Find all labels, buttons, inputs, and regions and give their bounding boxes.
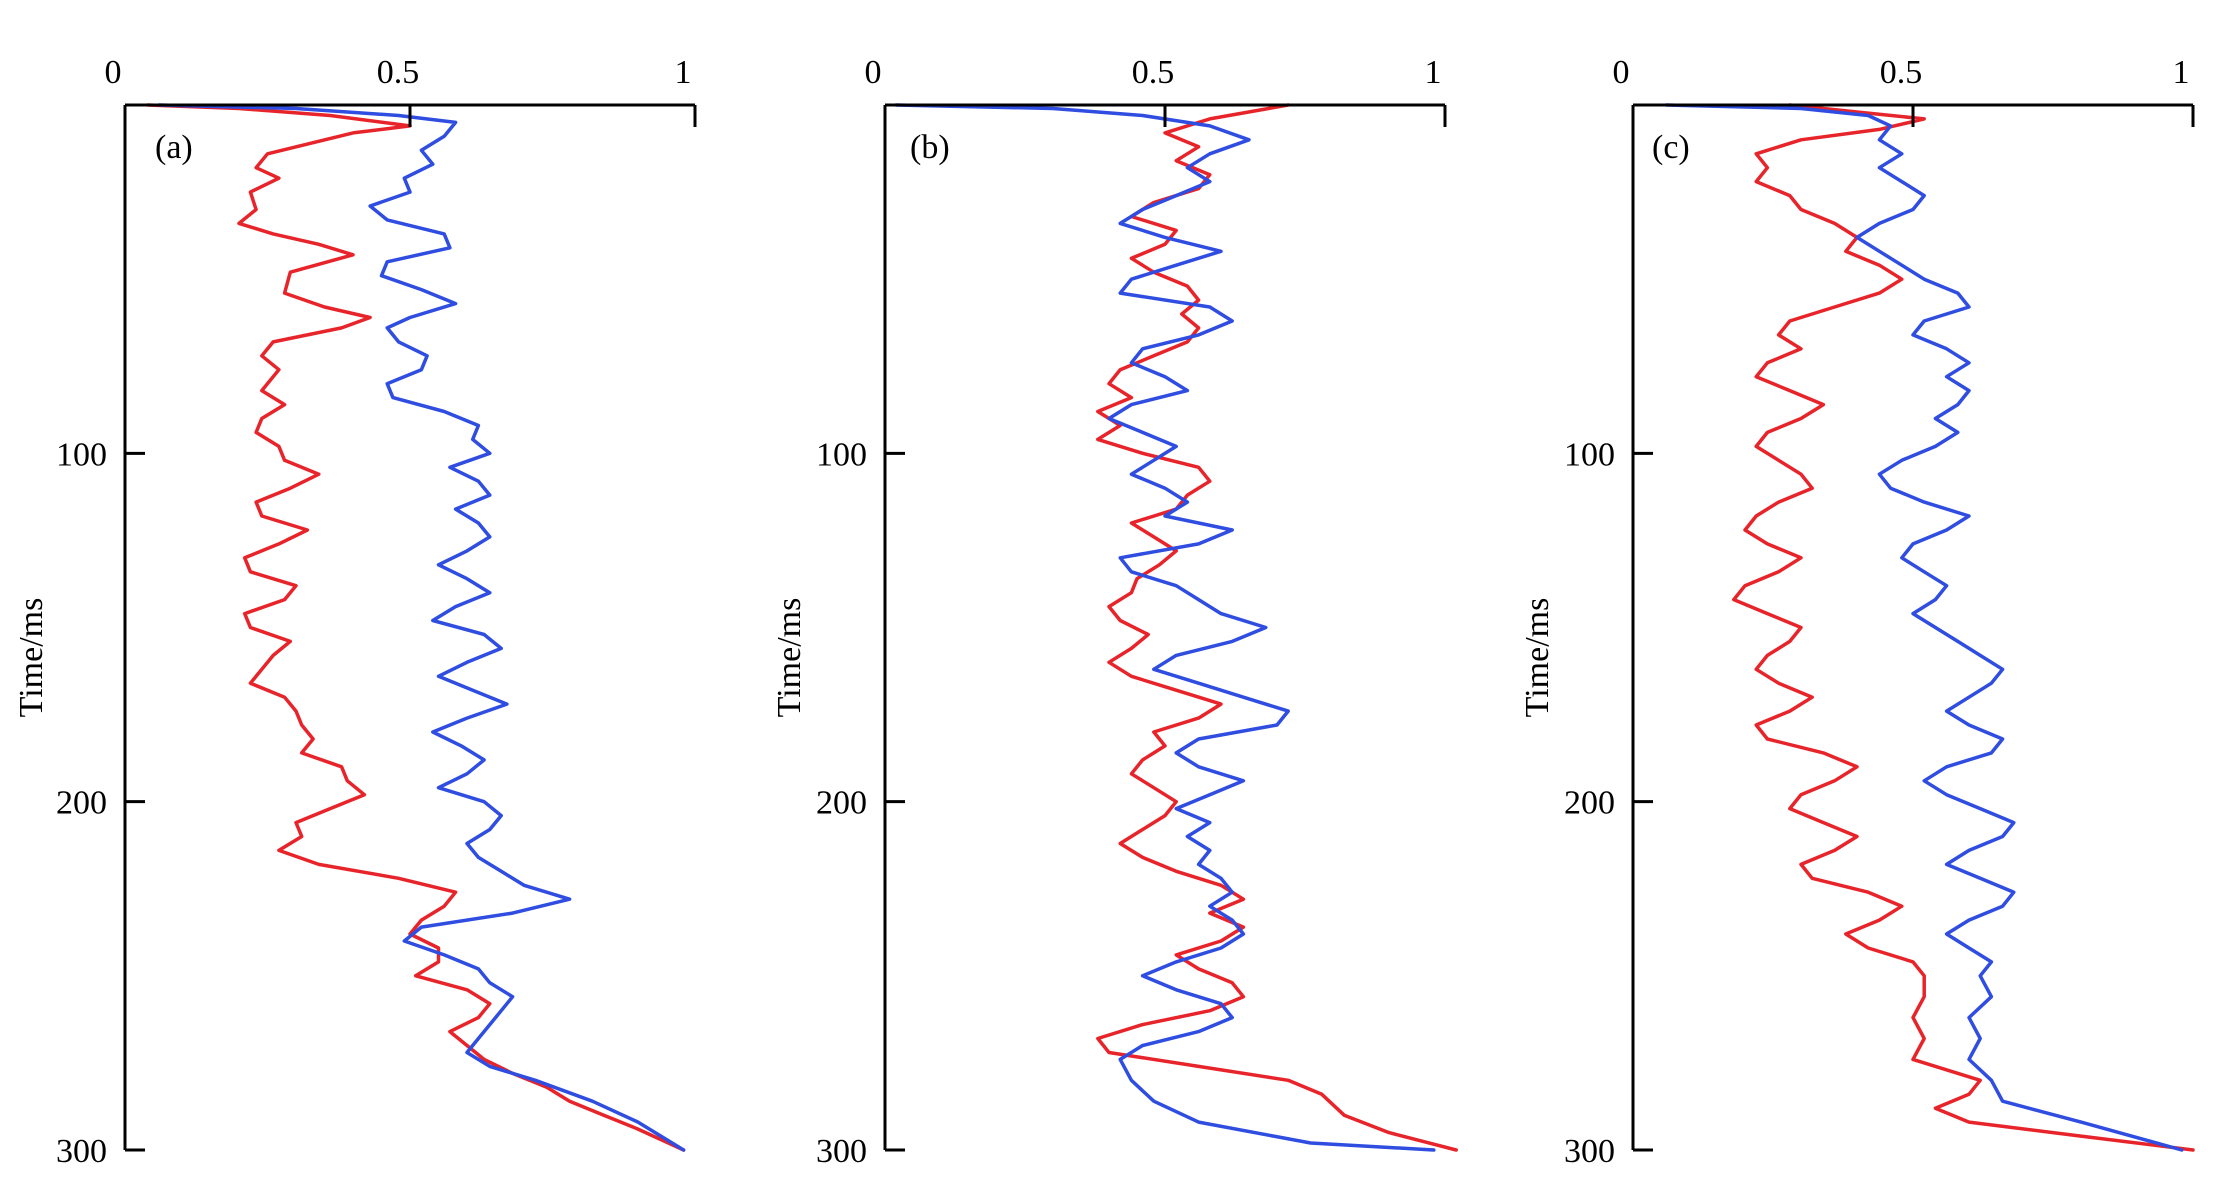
x-tick-label: 1 bbox=[2173, 54, 2190, 91]
x-tick-label: 0 bbox=[105, 54, 122, 91]
series-line-red bbox=[146, 103, 686, 1152]
panel-b: 0 0.5 1 100 200 300 Time/ms (b) bbox=[771, 54, 1458, 1170]
y-tick-label: 300 bbox=[56, 1133, 107, 1170]
series-line-red bbox=[1732, 103, 2195, 1152]
y-tick-label: 300 bbox=[816, 1133, 867, 1170]
x-tick-label: 1 bbox=[1425, 54, 1442, 91]
x-tick-label: 0.5 bbox=[1132, 54, 1175, 91]
y-axis-label: Time/ms bbox=[13, 598, 50, 718]
panel-label: (b) bbox=[910, 129, 950, 166]
y-tick-label: 100 bbox=[816, 436, 867, 473]
series-line-blue bbox=[894, 103, 1436, 1152]
panel-label: (a) bbox=[155, 129, 193, 166]
panel-label: (c) bbox=[1652, 129, 1690, 166]
x-tick-label: 0.5 bbox=[1880, 54, 1923, 91]
series-line-red bbox=[1096, 103, 1458, 1152]
y-tick-label: 100 bbox=[56, 436, 107, 473]
x-tick-label: 0 bbox=[865, 54, 882, 91]
x-tick-label: 1 bbox=[675, 54, 692, 91]
y-axis-label: Time/ms bbox=[1519, 598, 1556, 718]
y-tick-label: 200 bbox=[56, 785, 107, 822]
panel-c: 0 0.5 1 100 200 300 Time/ms (c) bbox=[1519, 54, 2195, 1170]
y-tick-label: 300 bbox=[1564, 1133, 1615, 1170]
y-tick-label: 200 bbox=[816, 785, 867, 822]
y-tick-label: 100 bbox=[1564, 436, 1615, 473]
x-tick-label: 0 bbox=[1613, 54, 1630, 91]
panel-a: 0 0.5 1 100 200 300 Time/ms (a) bbox=[13, 54, 697, 1170]
x-tick-label: 0.5 bbox=[377, 54, 420, 91]
series-line-blue bbox=[1664, 103, 2184, 1152]
y-tick-label: 200 bbox=[1564, 785, 1615, 822]
series-line-blue bbox=[157, 103, 686, 1152]
y-axis-label: Time/ms bbox=[771, 598, 808, 718]
